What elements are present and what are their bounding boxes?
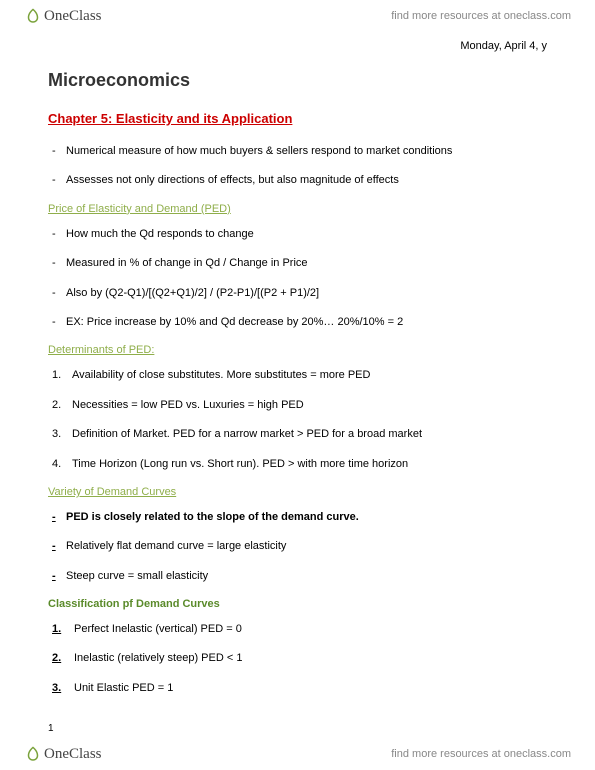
page-title: Microeconomics xyxy=(48,70,547,91)
list-item-bold: PED is closely related to the slope of t… xyxy=(66,511,359,523)
list-item: 3. Unit Elastic PED = 1 xyxy=(52,681,547,696)
list-item: Steep curve = small elasticity xyxy=(52,569,547,584)
classification-list: 1. Perfect Inelastic (vertical) PED = 0 2… xyxy=(48,622,547,696)
item-number: 2. xyxy=(52,651,61,666)
item-text: Perfect Inelastic (vertical) PED = 0 xyxy=(74,623,242,635)
page-number: 1 xyxy=(48,723,54,734)
leaf-icon xyxy=(24,7,42,25)
brand-name: OneClass xyxy=(44,746,102,763)
list-item: 2. Inelastic (relatively steep) PED < 1 xyxy=(52,651,547,666)
list-item: How much the Qd responds to change xyxy=(52,227,547,242)
item-number: 3. xyxy=(52,681,61,696)
document-body: Monday, April 4, y Microeconomics Chapte… xyxy=(48,40,547,730)
list-item: Numerical measure of how much buyers & s… xyxy=(52,144,547,159)
item-text: Inelastic (relatively steep) PED < 1 xyxy=(74,652,242,664)
list-item: Measured in % of change in Qd / Change i… xyxy=(52,256,547,271)
list-item: Necessities = low PED vs. Luxuries = hig… xyxy=(52,398,547,413)
list-item: Definition of Market. PED for a narrow m… xyxy=(52,427,547,442)
section-heading-variety: Variety of Demand Curves xyxy=(48,486,547,498)
brand-logo: OneClass xyxy=(24,745,102,763)
item-text: Unit Elastic PED = 1 xyxy=(74,682,173,694)
list-item: Assesses not only directions of effects,… xyxy=(52,173,547,188)
list-item: Time Horizon (Long run vs. Short run). P… xyxy=(52,457,547,472)
list-item: Also by (Q2-Q1)/[(Q2+Q1)/2] / (P2-P1)/[(… xyxy=(52,286,547,301)
chapter-heading: Chapter 5: Elasticity and its Applicatio… xyxy=(48,111,547,126)
footer: OneClass find more resources at oneclass… xyxy=(0,738,595,770)
brand-logo: OneClass xyxy=(24,7,102,25)
list-item: PED is closely related to the slope of t… xyxy=(52,510,547,525)
ped-list: How much the Qd responds to change Measu… xyxy=(48,227,547,331)
list-item: Relatively flat demand curve = large ela… xyxy=(52,539,547,554)
section-heading-ped: Price of Elasticity and Demand (PED) xyxy=(48,203,547,215)
footer-tagline[interactable]: find more resources at oneclass.com xyxy=(391,748,571,760)
list-item: 1. Perfect Inelastic (vertical) PED = 0 xyxy=(52,622,547,637)
brand-name: OneClass xyxy=(44,8,102,25)
list-item: Availability of close substitutes. More … xyxy=(52,368,547,383)
determinants-list: Availability of close substitutes. More … xyxy=(48,368,547,472)
section-heading-determinants: Determinants of PED: xyxy=(48,344,547,356)
leaf-icon xyxy=(24,745,42,763)
section-heading-classification: Classification pf Demand Curves xyxy=(48,598,547,610)
header-tagline[interactable]: find more resources at oneclass.com xyxy=(391,10,571,22)
item-number: 1. xyxy=(52,622,61,637)
intro-list: Numerical measure of how much buyers & s… xyxy=(48,144,547,189)
document-date: Monday, April 4, y xyxy=(48,40,547,52)
header: OneClass find more resources at oneclass… xyxy=(0,0,595,32)
variety-list: PED is closely related to the slope of t… xyxy=(48,510,547,584)
list-item: EX: Price increase by 10% and Qd decreas… xyxy=(52,315,547,330)
